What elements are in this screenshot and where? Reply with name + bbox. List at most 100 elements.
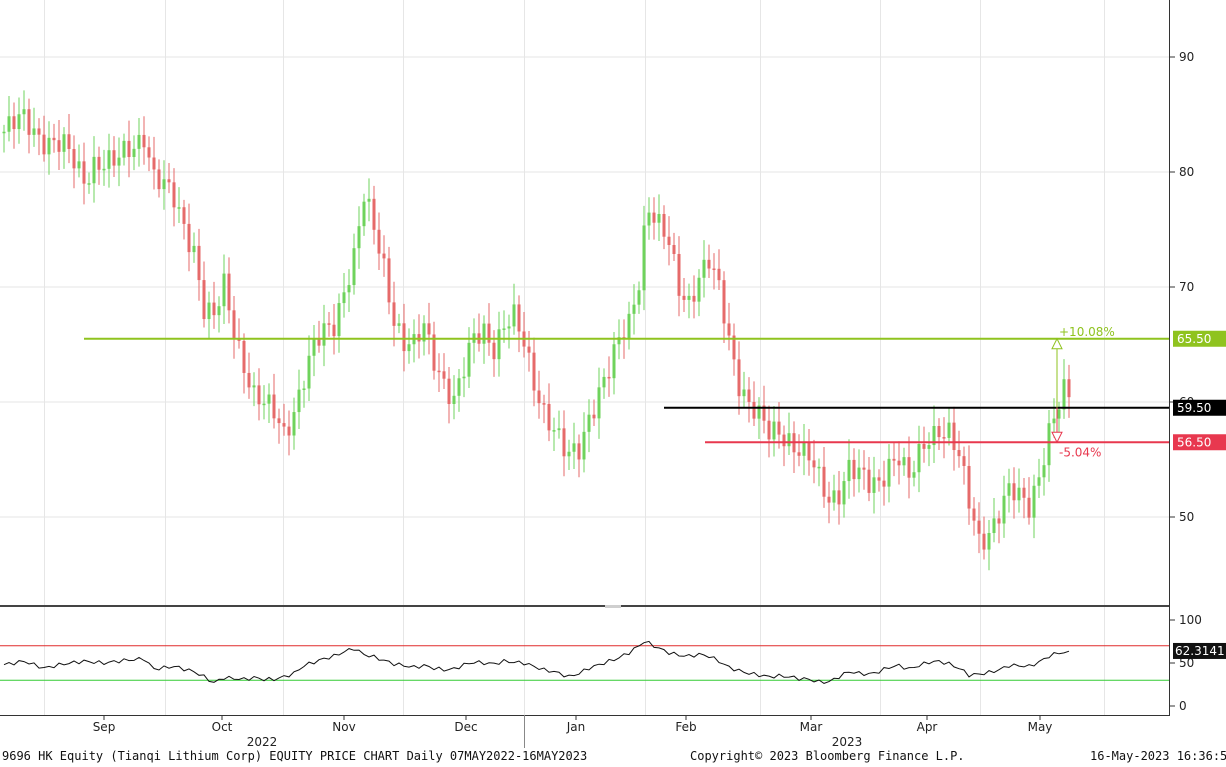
candle-body: [222, 273, 226, 307]
price-tag-bg: [1173, 434, 1226, 451]
candle-body: [937, 426, 941, 438]
candle-body: [317, 338, 321, 346]
candle-body: [672, 245, 676, 254]
candle-body: [182, 207, 186, 224]
candle-body: [87, 183, 91, 185]
candle-body: [257, 385, 261, 405]
candle-body: [767, 420, 771, 440]
x-month-label: Apr: [917, 720, 938, 734]
candle-body: [147, 147, 151, 158]
candle-body: [507, 326, 511, 329]
x-month-label: Jan: [566, 720, 586, 734]
candle-body: [887, 458, 891, 487]
candle-body: [202, 280, 206, 320]
candle-body: [747, 389, 751, 402]
candle-body: [287, 426, 291, 436]
x-axis: Sep Oct Nov Dec Jan Feb Mar Apr May 2022 2023: [93, 715, 1052, 749]
candle-body: [802, 441, 806, 456]
price-tick-label: 80: [1179, 165, 1194, 179]
candle-body: [967, 465, 971, 509]
candle-body: [302, 388, 306, 390]
candle-body: [1057, 409, 1061, 419]
candle-body: [557, 428, 561, 431]
candle-body: [267, 394, 271, 404]
candle-body: [462, 376, 466, 379]
candle-body: [812, 460, 816, 468]
candle-body: [132, 148, 136, 158]
downside-arrow-head: [1051, 431, 1063, 444]
candle-body: [177, 207, 181, 209]
candle-body: [982, 533, 986, 550]
candle-body: [577, 443, 581, 460]
candle-body: [882, 480, 886, 487]
candle-body: [852, 459, 856, 480]
candle-body: [732, 335, 736, 360]
price-tag-label: 59.50: [1177, 401, 1211, 415]
upside-arrow-head: [1051, 337, 1063, 350]
candle-body: [2, 131, 6, 134]
candle-body: [122, 140, 126, 158]
candle-body: [217, 306, 221, 316]
candle-body: [467, 342, 471, 377]
candle-body: [392, 302, 396, 326]
price-axis-ticks: 5060708090: [1169, 50, 1194, 524]
candle-body: [797, 452, 801, 456]
x-month-label: Mar: [800, 720, 823, 734]
candle-body: [987, 533, 991, 550]
candle-body: [377, 229, 381, 254]
level-lines: [84, 337, 1169, 444]
x-month-label: Feb: [675, 720, 696, 734]
candle-body: [17, 114, 21, 130]
candle-body: [307, 355, 311, 389]
candle-body: [952, 422, 956, 451]
candle-body: [617, 337, 621, 345]
candle-body: [827, 496, 831, 503]
candle-body: [492, 342, 496, 360]
candle-body: [777, 421, 781, 435]
candle-body: [342, 292, 346, 304]
candle-body: [427, 323, 431, 335]
candle-body: [907, 457, 911, 478]
candle-body: [242, 340, 246, 373]
candle-body: [572, 443, 576, 452]
candle-body: [647, 212, 651, 226]
candle-body: [172, 182, 176, 208]
candle-body: [1022, 487, 1026, 498]
candle-body: [112, 150, 116, 166]
candle-body: [547, 403, 551, 431]
candle-body: [962, 456, 966, 466]
candle-body: [1027, 497, 1031, 518]
x-month-label: Oct: [212, 720, 233, 734]
candle-body: [947, 422, 951, 438]
candle-body: [22, 109, 26, 115]
candles: [2, 90, 1071, 571]
candle-body: [737, 359, 741, 397]
candle-body: [772, 421, 776, 440]
candle-body: [1032, 485, 1036, 518]
candle-body: [82, 161, 86, 184]
rsi-line: [3, 640, 1070, 684]
x-year-label: 2023: [832, 735, 863, 749]
candle-body: [262, 403, 266, 406]
price-tick-label: 90: [1179, 50, 1194, 64]
rsi-tick-label: 50: [1179, 656, 1194, 670]
candle-body: [662, 213, 666, 237]
price-tag-label: 56.50: [1177, 435, 1211, 449]
price-tags: 65.50 59.50 56.50: [1173, 330, 1226, 451]
candle-body: [862, 467, 866, 470]
divider-grip[interactable]: [605, 605, 621, 608]
candle-body: [517, 304, 521, 332]
candle-body: [957, 450, 961, 457]
candle-body: [917, 444, 921, 473]
candle-body: [602, 376, 606, 388]
candle-body: [107, 150, 111, 169]
candle-body: [752, 401, 756, 419]
candle-body: [7, 116, 11, 132]
candle-body: [607, 376, 611, 379]
candle-body: [282, 423, 286, 427]
candle-body: [1052, 418, 1056, 424]
candle-body: [442, 371, 446, 379]
candle-body: [542, 403, 546, 405]
candle-body: [227, 273, 231, 311]
candle-body: [37, 128, 41, 135]
